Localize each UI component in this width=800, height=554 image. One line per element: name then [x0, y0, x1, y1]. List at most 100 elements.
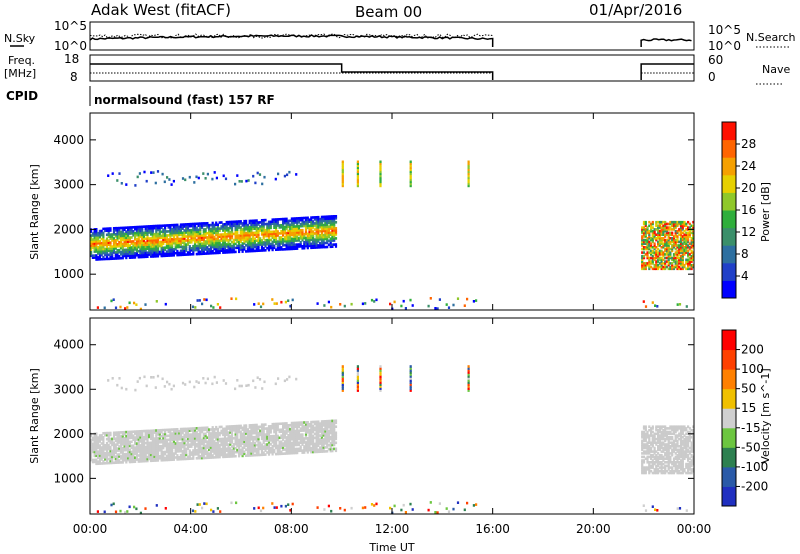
- power-cell: [315, 246, 318, 249]
- power-cell: [183, 235, 186, 238]
- velocity-cell: [95, 452, 98, 456]
- velocity-cell: [250, 424, 253, 427]
- velocity-cell: [253, 443, 256, 447]
- velocity-cell: [93, 438, 96, 442]
- velocity-cell: [186, 455, 190, 459]
- power-cell: [255, 245, 258, 249]
- power-cell: [341, 160, 344, 164]
- velocity-cell: [662, 434, 665, 437]
- velocity-cell: [319, 450, 322, 453]
- cpid-strip: CPID normalsound (fast) 157 RF: [6, 86, 275, 107]
- velocity-cell: [125, 434, 128, 438]
- power-cell: [229, 246, 232, 250]
- power-cell: [690, 249, 693, 253]
- power-cell: [324, 215, 327, 219]
- velocity-cell: [181, 435, 184, 439]
- velocity-cell: [223, 439, 227, 443]
- power-cell: [102, 249, 105, 253]
- velocity-cell: [266, 431, 269, 434]
- velocity-cell: [153, 457, 156, 460]
- velocity-cell: [118, 433, 121, 436]
- power-cell: [167, 242, 170, 245]
- velocity-cell: [208, 456, 211, 459]
- velocity-cell: [192, 451, 195, 454]
- power-cell: [271, 244, 274, 248]
- power-cell: [671, 240, 674, 244]
- velocity-cell: [266, 435, 269, 438]
- power-cell: [164, 234, 167, 237]
- velocity-cell: [273, 434, 276, 438]
- power-cell: [100, 243, 103, 247]
- power-cell: [322, 235, 325, 239]
- velocity-cell: [657, 464, 660, 468]
- power-cell: [356, 178, 359, 182]
- velocity-cell: [164, 456, 167, 460]
- velocity-cell: [179, 441, 182, 445]
- velocity-cell: [100, 438, 103, 441]
- power-cell: [672, 228, 676, 231]
- power-cell: [215, 243, 218, 247]
- velocity-cell: [195, 431, 198, 434]
- power-cell: [657, 242, 660, 245]
- power-cell: [213, 251, 216, 255]
- velocity-cell: [127, 448, 130, 452]
- velocity-cell: [128, 450, 131, 454]
- velocity-cell: [292, 421, 295, 425]
- velocity-cell: [303, 449, 306, 452]
- velocity-cell: [209, 432, 212, 435]
- power-cell: [287, 237, 290, 241]
- power-cell: [111, 247, 114, 250]
- velocity-cell: [275, 432, 278, 436]
- power-cell: [245, 238, 248, 241]
- velocity-cell: [169, 452, 172, 456]
- power-cell: [156, 242, 160, 246]
- velocity-cell: [296, 437, 299, 441]
- velocity-cell: [274, 382, 277, 386]
- power-cell: [238, 242, 241, 245]
- power-cell: [229, 226, 232, 230]
- power-cell: [299, 216, 302, 220]
- power-cell: [164, 238, 167, 241]
- velocity-cell: [151, 453, 154, 456]
- power-cell: [98, 252, 101, 255]
- power-cell: [655, 228, 658, 231]
- power-cell: [269, 238, 272, 242]
- velocity-cell: [299, 423, 302, 426]
- velocity-cell: [162, 444, 165, 448]
- velocity-cell: [128, 458, 131, 462]
- velocity-cell: [109, 439, 112, 443]
- velocity-cell: [299, 435, 302, 438]
- power-cell: [294, 221, 297, 224]
- power-cell: [310, 238, 313, 242]
- power-cell: [167, 248, 170, 251]
- power-cell: [266, 222, 269, 226]
- power-cell: [220, 221, 223, 224]
- power-cell: [144, 243, 147, 246]
- power-cell: [660, 267, 663, 271]
- power-cell: [148, 245, 151, 248]
- power-cell: [642, 226, 646, 229]
- freq-tick-right-low: 0: [708, 70, 716, 84]
- power-cell: [334, 227, 338, 230]
- velocity-cell: [655, 428, 658, 432]
- velocity-cell: [197, 446, 200, 450]
- velocity-cell: [195, 457, 198, 460]
- power-cell: [216, 245, 219, 249]
- velocity-cell: [137, 432, 140, 435]
- power-cell: [304, 224, 308, 228]
- power-cell: [292, 217, 295, 220]
- power-cell: [178, 253, 181, 257]
- power-cell: [688, 233, 691, 236]
- power-cell: [192, 224, 195, 228]
- power-cell: [657, 235, 660, 238]
- velocity-cell: [238, 384, 241, 388]
- velocity-cell: [156, 437, 160, 440]
- velocity-cell: [144, 441, 147, 445]
- power-cell: [153, 238, 156, 242]
- power-cell: [225, 220, 228, 224]
- velocity-cell: [669, 459, 672, 462]
- velocity-cell: [333, 427, 336, 431]
- power-cell: [280, 242, 283, 245]
- power-cell: [692, 265, 695, 269]
- velocity-cell: [176, 456, 179, 459]
